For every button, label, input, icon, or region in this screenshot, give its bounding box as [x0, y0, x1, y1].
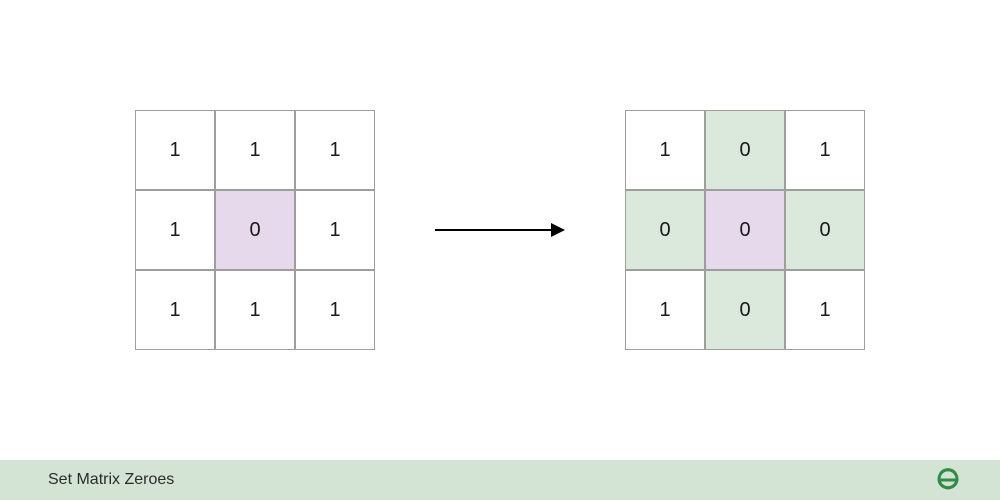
diagram-canvas: 111101111 101000101 — [0, 0, 1000, 460]
matrix-cell: 1 — [295, 110, 375, 190]
matrix-cell: 1 — [135, 110, 215, 190]
matrix-cell: 1 — [295, 270, 375, 350]
matrix-cell: 1 — [295, 190, 375, 270]
matrix-cell: 1 — [135, 190, 215, 270]
matrix-cell: 1 — [215, 270, 295, 350]
matrix-cell: 0 — [785, 190, 865, 270]
input-matrix: 111101111 — [135, 110, 375, 350]
matrix-cell: 0 — [625, 190, 705, 270]
matrix-cell: 1 — [215, 110, 295, 190]
geeksforgeeks-logo-icon — [936, 468, 980, 492]
matrix-cell: 1 — [625, 270, 705, 350]
matrix-cell: 1 — [785, 110, 865, 190]
matrix-cell: 0 — [705, 190, 785, 270]
matrix-cell: 0 — [705, 270, 785, 350]
matrix-cell: 1 — [625, 110, 705, 190]
footer-bar: Set Matrix Zeroes — [0, 460, 1000, 500]
matrix-cell: 0 — [705, 110, 785, 190]
output-matrix: 101000101 — [625, 110, 865, 350]
footer-title: Set Matrix Zeroes — [48, 471, 174, 489]
arrow-icon — [435, 220, 565, 240]
matrix-cell: 0 — [215, 190, 295, 270]
matrix-cell: 1 — [135, 270, 215, 350]
matrix-cell: 1 — [785, 270, 865, 350]
